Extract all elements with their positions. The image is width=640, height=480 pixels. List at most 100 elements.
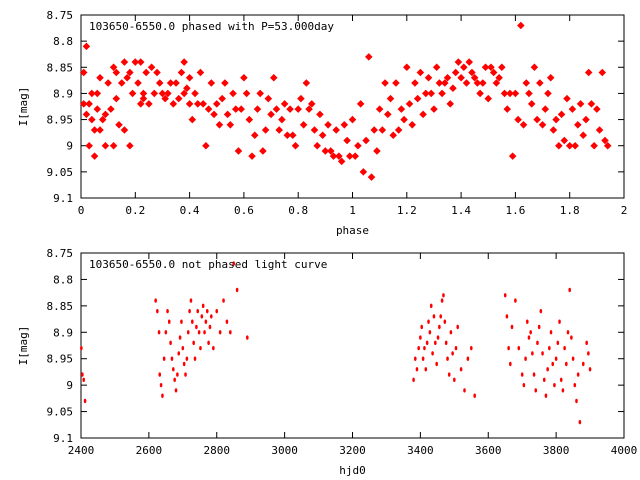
data-point: [159, 382, 163, 388]
data-point: [558, 319, 561, 324]
data-point: [96, 73, 104, 82]
data-point: [392, 79, 400, 87]
data-point: [525, 319, 529, 324]
data-point: [487, 63, 495, 72]
data-point: [197, 330, 201, 335]
data-point: [373, 147, 381, 155]
data-point: [473, 393, 476, 398]
data-point: [560, 136, 569, 145]
data-point: [212, 100, 221, 108]
data-point: [546, 367, 549, 372]
y-axis-label: I[mag]: [17, 326, 30, 366]
data-point: [555, 141, 563, 150]
data-point: [481, 63, 490, 72]
data-point: [207, 79, 216, 87]
data-point: [441, 79, 449, 87]
data-point: [169, 340, 172, 346]
data-point: [208, 324, 212, 330]
data-point: [525, 89, 533, 98]
data-point: [440, 298, 444, 303]
data-point: [158, 372, 162, 377]
data-point: [305, 105, 313, 113]
data-point: [191, 319, 194, 324]
data-point: [470, 73, 479, 82]
data-point: [446, 100, 455, 108]
data-point: [466, 356, 470, 361]
y-axis-ticks: 8.75 8.8 8.85 8.9 8.95 9 9.05 9.1: [47, 9, 624, 205]
data-point: [449, 84, 457, 92]
data-point: [93, 105, 102, 113]
data-point: [584, 68, 593, 77]
data-point: [176, 372, 179, 377]
data-point: [556, 340, 560, 346]
data-point: [381, 79, 389, 87]
data-point: [492, 79, 501, 87]
data-point: [308, 100, 316, 108]
data-point: [595, 126, 604, 134]
data-point: [544, 89, 552, 98]
data-point: [313, 141, 321, 150]
data-point: [169, 100, 178, 108]
data-point: [286, 105, 294, 113]
data-point: [505, 314, 509, 319]
data-point: [166, 308, 169, 314]
data-point: [153, 68, 161, 77]
data-point: [191, 89, 199, 98]
data-point: [451, 68, 460, 77]
data-point: [221, 79, 229, 87]
x-tick-label: 1.6: [505, 204, 525, 217]
data-point: [185, 73, 194, 82]
data-point: [120, 126, 129, 134]
data-point: [126, 141, 134, 150]
data-point: [479, 79, 487, 87]
data-point: [498, 63, 506, 72]
data-point: [177, 68, 186, 77]
data-point: [332, 126, 340, 134]
data-point: [222, 298, 225, 303]
data-point: [519, 121, 528, 129]
plot-frame: [80, 14, 625, 199]
x-tick-label: 3200: [339, 444, 366, 457]
data-point: [195, 324, 198, 330]
data-point: [549, 126, 558, 134]
data-point: [181, 345, 185, 351]
data-point: [229, 330, 232, 335]
data-point: [189, 298, 193, 303]
data-point: [272, 105, 281, 113]
data-point: [462, 79, 471, 87]
data-point: [524, 356, 527, 361]
data-points: [79, 21, 612, 181]
data-point: [508, 152, 517, 160]
data-point: [82, 110, 91, 119]
x-tick-label: 1.4: [451, 204, 471, 217]
x-tick-label: 1.8: [560, 204, 580, 217]
data-point: [128, 89, 137, 98]
data-point: [225, 319, 229, 324]
data-point: [420, 324, 424, 330]
data-point: [405, 100, 414, 108]
data-point: [576, 100, 585, 108]
data-point: [557, 110, 566, 119]
x-tick-label: 2600: [136, 444, 163, 457]
data-point: [327, 147, 335, 155]
data-point: [449, 330, 453, 335]
data-point: [164, 89, 172, 98]
data-point: [571, 141, 579, 150]
data-point: [188, 115, 197, 124]
data-point: [83, 398, 87, 404]
data-point: [185, 100, 194, 108]
data-point: [507, 345, 510, 351]
data-point: [201, 303, 205, 309]
data-point: [196, 68, 205, 77]
data-point: [419, 110, 427, 119]
data-point: [579, 131, 588, 140]
data-point: [139, 94, 148, 103]
data-point: [573, 382, 577, 388]
data-point: [517, 345, 521, 351]
data-point: [422, 89, 430, 98]
chart-title: 103650-6550.0 phased with P=53.000day: [89, 20, 334, 33]
data-point: [354, 141, 362, 150]
y-tick-label: 8.85: [47, 300, 74, 313]
data-point: [517, 21, 525, 30]
